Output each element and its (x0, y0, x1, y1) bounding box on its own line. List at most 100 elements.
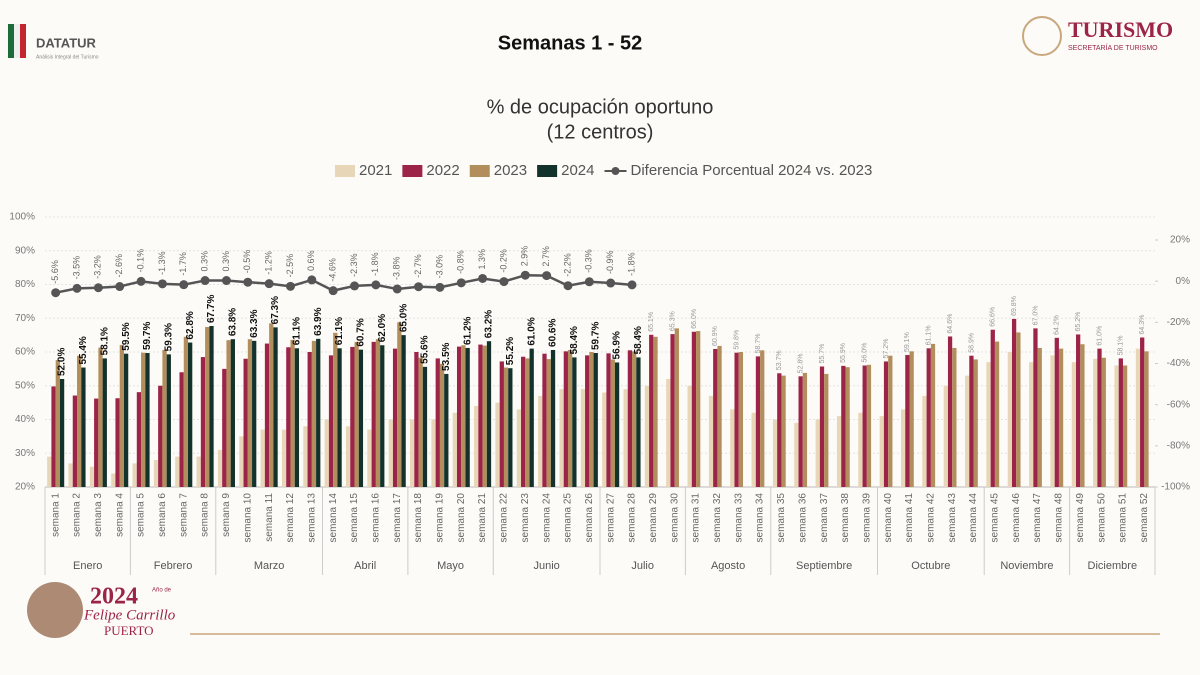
bar (388, 419, 393, 487)
bar (123, 353, 129, 487)
bar (666, 379, 671, 487)
bar (879, 416, 884, 487)
logo-flag (14, 24, 20, 58)
x-tick-label: semana 51 (1118, 493, 1129, 543)
data-label: 61.1% (334, 317, 345, 345)
x-tick-label: semana 41 (904, 493, 915, 543)
bar (777, 373, 782, 487)
line-label: -3.8% (392, 256, 402, 280)
line-label: 1.3% (477, 249, 487, 270)
ministry-sub: SECRETARÍA DE TURISMO (1068, 43, 1158, 52)
line-label: 0.3% (199, 251, 209, 272)
line-label: -1.2% (264, 251, 274, 275)
legend-label: 2022 (426, 162, 459, 179)
x-tick-label: semana 8 (200, 493, 211, 537)
bar (439, 363, 445, 487)
bar (145, 353, 150, 487)
brand: DATATUR (36, 35, 97, 50)
line-label: -0.5% (242, 250, 252, 274)
legend-label: Diferencia Porcentual 2024 vs. 2023 (631, 162, 873, 179)
line-label: -3.0% (434, 255, 444, 279)
line-marker (136, 276, 146, 286)
x-tick-label: semana 47 (1032, 493, 1043, 543)
bar (1101, 357, 1106, 487)
data-label: 55.4% (78, 336, 89, 364)
bar (435, 358, 440, 487)
bar (986, 362, 991, 487)
bar (858, 412, 863, 487)
month-label: Febrero (154, 560, 193, 572)
x-tick-label: semana 12 (285, 493, 296, 543)
data-label: 61.0% (1096, 326, 1103, 346)
x-tick-label: semana 46 (1011, 493, 1022, 543)
line-marker (456, 278, 466, 288)
bar (538, 395, 543, 487)
bar (713, 348, 718, 487)
line-label: -5.6% (50, 260, 60, 284)
bar (589, 352, 594, 487)
x-tick-label: semana 21 (477, 493, 488, 543)
line-label: -2.2% (562, 253, 572, 277)
line-marker (72, 283, 82, 293)
bar (354, 341, 359, 487)
data-label: 64.2% (1054, 315, 1061, 335)
bar (1016, 332, 1021, 487)
bar (166, 354, 171, 487)
line-marker (157, 279, 167, 289)
bar (862, 365, 867, 487)
line-label: 2.7% (541, 246, 551, 267)
line-label: 0.6% (306, 250, 316, 271)
footer-line2: Felipe Carrillo (83, 607, 176, 623)
bar (281, 429, 287, 487)
bar (200, 357, 206, 487)
bar (900, 409, 906, 487)
bar (1011, 318, 1017, 487)
bar (324, 419, 329, 487)
data-label: 67.3% (270, 296, 281, 324)
month-label: Mayo (437, 560, 464, 572)
bar (410, 419, 415, 487)
month-label: Marzo (254, 560, 285, 572)
x-tick-label: semana 40 (883, 493, 894, 543)
footer-year: 2024 (90, 584, 138, 610)
bar (474, 406, 479, 487)
bar (969, 355, 974, 487)
line-label: -1.7% (178, 252, 188, 276)
bar (614, 362, 620, 487)
x-tick-label: semana 37 (819, 493, 830, 543)
line-marker (307, 275, 317, 285)
bar (499, 361, 504, 487)
y2-tick-label: -100% (1161, 482, 1190, 493)
bar (465, 347, 470, 487)
bar (98, 347, 103, 487)
data-label: 63.8% (227, 308, 238, 336)
data-label: 61.1% (926, 325, 933, 345)
bar (217, 449, 223, 487)
bar (392, 348, 398, 487)
data-label: 55.7% (819, 344, 826, 364)
data-label: 58.4% (633, 326, 644, 354)
y2-tick-label: 0% (1176, 276, 1191, 287)
x-tick-label: semana 50 (1096, 493, 1107, 543)
line-marker (264, 279, 274, 289)
bar (670, 334, 675, 487)
x-tick-label: semana 38 (840, 493, 851, 543)
data-label: 59.5% (121, 322, 132, 350)
bar (316, 338, 321, 487)
bar (371, 341, 376, 487)
bar (772, 419, 778, 487)
line-marker (478, 273, 488, 283)
x-tick-label: semana 36 (797, 493, 808, 543)
bar (115, 398, 120, 487)
line-marker (179, 280, 189, 290)
bar (781, 375, 786, 487)
bar (802, 372, 808, 487)
line-label: -2.3% (349, 253, 359, 277)
bar (943, 385, 948, 487)
bar (559, 389, 564, 487)
x-tick-label: semana 1 (50, 493, 61, 537)
portrait (27, 582, 83, 638)
data-label: 53.7% (776, 350, 783, 370)
bar (836, 416, 842, 487)
month-label: Enero (73, 560, 102, 572)
